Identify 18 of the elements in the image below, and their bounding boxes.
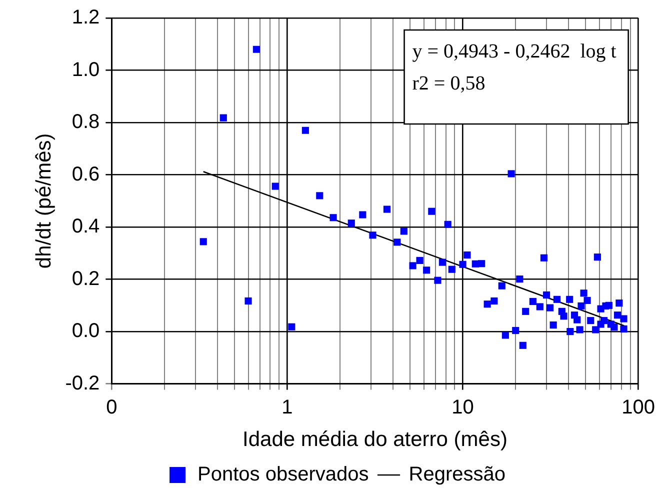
- legend-label: Regressão: [408, 464, 506, 486]
- y-tick-label: 0.0: [72, 320, 100, 342]
- y-tick-label: 1.2: [72, 6, 100, 29]
- y-tick-label: 1.0: [72, 58, 100, 81]
- x-axis-title: Idade média do aterro (mês): [242, 428, 508, 452]
- annotation: y = 0,4943 - 0,2462 log t: [412, 40, 617, 62]
- x-tick-label: 100: [622, 396, 656, 418]
- x-tick-label: 10: [452, 396, 474, 418]
- y-tick-label: 0.4: [72, 216, 100, 238]
- annotation: r2 = 0,58: [412, 72, 486, 94]
- legend-label: Pontos observados: [198, 464, 369, 486]
- x-tick-label: 1: [282, 396, 293, 418]
- y-tick-label: 0.6: [72, 163, 100, 186]
- y-tick-label: 0.8: [72, 111, 100, 134]
- y-axis-title: dh/dt (pé/mês): [32, 133, 56, 269]
- y-tick-label: 0.2: [72, 268, 100, 290]
- y-tick-label: -0.2: [65, 372, 100, 394]
- x-tick-label: 0: [106, 396, 118, 418]
